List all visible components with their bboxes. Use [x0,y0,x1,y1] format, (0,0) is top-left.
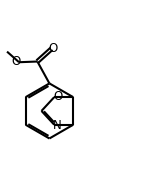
Text: N: N [53,119,62,132]
Text: O: O [49,42,58,55]
Text: O: O [12,55,21,68]
Text: O: O [54,89,63,102]
